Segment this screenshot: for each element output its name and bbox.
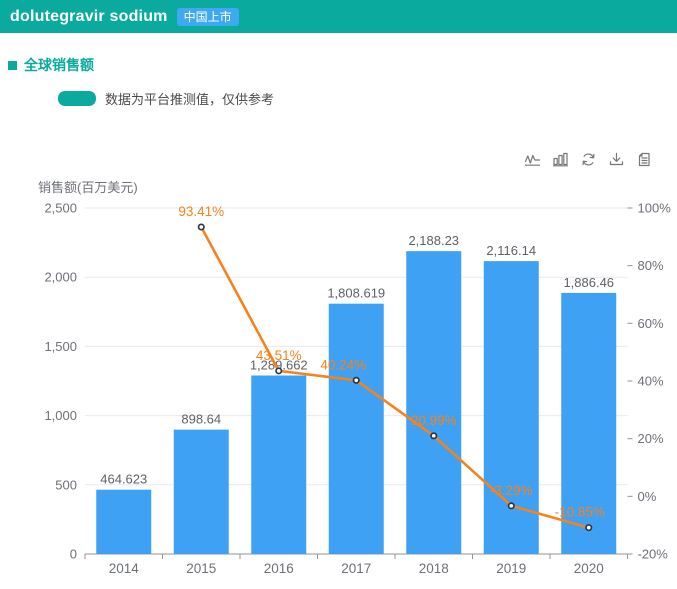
growth-label: 40.24% — [320, 357, 366, 372]
growth-label: -10.85% — [555, 505, 605, 520]
right-axis-tick-label: 60% — [638, 316, 664, 331]
line-point-2019[interactable] — [507, 502, 515, 510]
data-view-icon[interactable] — [635, 150, 654, 169]
sales-chart: 销售额(百万美元) 0 500 1,000 1,500 2,000 2,500 -20% 0%… — [0, 130, 677, 589]
x-axis-label: 2020 — [574, 561, 604, 576]
right-axis-tick-label: 0% — [638, 489, 657, 504]
bar-value-label: 1,808.619 — [327, 286, 385, 301]
y-axis-tick-label: 0 — [70, 547, 77, 562]
header-bar: dolutegravir sodium 中国上市 — [0, 0, 677, 33]
x-axis-label: 2019 — [496, 561, 526, 576]
growth-label: -3.29% — [490, 483, 533, 498]
bar-2017[interactable] — [328, 303, 384, 554]
chart-toolbar — [523, 150, 654, 169]
growth-line — [199, 225, 591, 529]
download-icon[interactable] — [607, 150, 626, 169]
right-axis-tick-label: -20% — [638, 547, 669, 562]
line-point-2020[interactable] — [585, 524, 593, 532]
growth-label: 43.51% — [256, 348, 302, 363]
x-axis-label: 2017 — [341, 561, 371, 576]
line-point-2017[interactable] — [352, 376, 360, 384]
y-axis-tick-label: 2,000 — [44, 270, 77, 285]
bar-chart-icon[interactable] — [551, 150, 570, 169]
chart-legend[interactable]: 数据为平台推测值，仅供参考 — [58, 89, 274, 108]
growth-label: 20.99% — [411, 413, 457, 428]
bar-value-label: 898.64 — [181, 412, 221, 427]
y-axis-tick-label: 1,000 — [44, 408, 77, 423]
legend-label: 数据为平台推测值，仅供参考 — [105, 92, 275, 107]
y-axis-tick-label: 2,500 — [44, 201, 77, 216]
bar-2015[interactable] — [173, 429, 229, 554]
right-axis-tick-label: 20% — [638, 431, 664, 446]
bar-2018[interactable] — [406, 251, 462, 554]
x-axis-label: 2016 — [264, 561, 294, 576]
x-axis-label: 2014 — [109, 561, 140, 576]
page-title: dolutegravir sodium — [10, 7, 168, 25]
section-title: 全球销售额 — [8, 55, 94, 75]
sales-chart-canvas: 0 500 1,000 1,500 2,000 2,500 -20% 0% 20% 40% 60% 8… — [44, 201, 672, 577]
x-axis-label: 2018 — [419, 561, 449, 576]
bar-2016[interactable] — [251, 375, 307, 554]
section-bullet-icon — [8, 60, 17, 70]
bar-2020[interactable] — [561, 292, 617, 554]
restore-icon[interactable] — [579, 150, 598, 169]
status-badge: 中国上市 — [176, 7, 239, 26]
legend-swatch-icon[interactable] — [58, 91, 96, 106]
bar-value-label: 2,188.23 — [408, 233, 459, 248]
bar-value-label: 1,289.662 — [250, 358, 308, 373]
y-axis-tick-label: 500 — [55, 477, 77, 492]
right-axis-tick-label: 100% — [638, 201, 672, 216]
growth-label: 93.41% — [178, 204, 224, 219]
right-axis-tick-label: 40% — [638, 374, 664, 389]
section-title-label: 全球销售额 — [24, 57, 94, 73]
bar-value-label: 1,886.46 — [563, 275, 614, 290]
bar-2014[interactable] — [96, 489, 152, 554]
y-axis-title: 销售额(百万美元) — [38, 180, 138, 195]
x-axis-label: 2015 — [186, 561, 216, 576]
line-point-2015[interactable] — [197, 223, 205, 231]
line-point-2016[interactable] — [275, 367, 283, 375]
bar-value-label: 464.623 — [100, 472, 147, 487]
bar-value-label: 2,116.14 — [486, 243, 536, 258]
line-point-2018[interactable] — [430, 432, 438, 440]
right-axis-tick-label: 80% — [638, 258, 664, 273]
line-chart-icon[interactable] — [523, 150, 542, 169]
y-axis-tick-label: 1,500 — [44, 339, 77, 354]
